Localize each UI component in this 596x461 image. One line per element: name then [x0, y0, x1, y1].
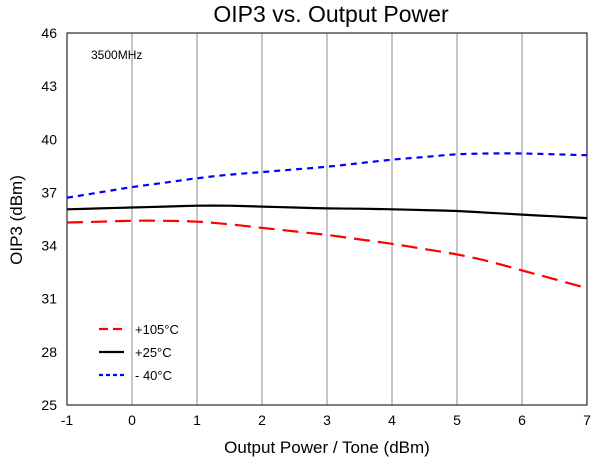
x-tick-label: 6 [518, 412, 526, 428]
series-lines [66, 152, 588, 290]
legend: +105°C +25°C - 40°C [99, 322, 179, 383]
y-tick-labels: 25 28 31 34 37 40 43 46 [41, 25, 57, 413]
y-tick-label: 37 [41, 184, 57, 200]
y-tick-label: 34 [41, 238, 57, 254]
y-tick-label: 31 [41, 291, 57, 307]
legend-label: +25°C [135, 345, 172, 360]
frequency-annotation: 3500MHz [91, 48, 142, 62]
x-tick-label: 4 [388, 412, 396, 428]
x-tick-label: 3 [323, 412, 331, 428]
x-tick-label: 0 [128, 412, 136, 428]
y-tick-label: 25 [41, 397, 57, 413]
x-axis-title: Output Power / Tone (dBm) [224, 438, 430, 457]
x-tick-labels: -1 0 1 2 3 4 5 6 7 [61, 412, 591, 428]
y-tick-label: 28 [41, 344, 57, 360]
x-tick-label: -1 [61, 412, 74, 428]
y-tick-label: 43 [41, 78, 57, 94]
chart-title: OIP3 vs. Output Power [213, 1, 449, 27]
x-tick-label: 2 [258, 412, 266, 428]
legend-label: +105°C [135, 322, 179, 337]
series-line [66, 204, 588, 220]
x-tick-label: 1 [193, 412, 201, 428]
gridlines [131, 33, 523, 405]
y-axis-title: OIP3 (dBm) [7, 175, 26, 265]
series-line [66, 219, 588, 290]
plot-area-border [66, 32, 588, 406]
x-tick-label: 7 [583, 412, 591, 428]
legend-label: - 40°C [135, 368, 172, 383]
series-line [66, 152, 588, 199]
y-tick-label: 40 [41, 131, 57, 147]
y-tick-label: 46 [41, 25, 57, 41]
x-tick-label: 5 [453, 412, 461, 428]
